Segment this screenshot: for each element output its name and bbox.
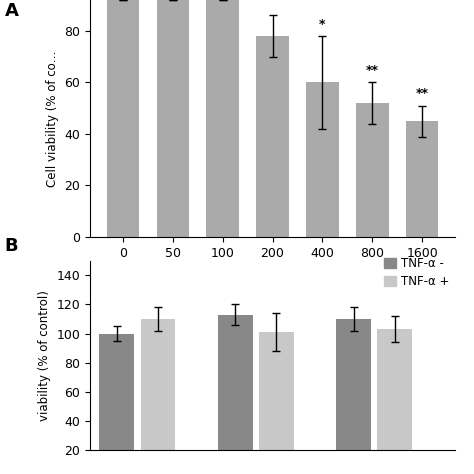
Bar [306, 82, 338, 237]
Bar [256, 36, 289, 237]
Bar [356, 103, 389, 237]
Bar [218, 315, 253, 474]
X-axis label: RJ (μg/mℓ): RJ (μg/mℓ) [229, 267, 316, 282]
Text: A: A [5, 2, 18, 20]
Text: B: B [5, 237, 18, 255]
Bar [259, 332, 294, 474]
Bar [336, 319, 371, 474]
Y-axis label: viability (% of control): viability (% of control) [38, 290, 51, 421]
Bar [140, 319, 175, 474]
Y-axis label: Cell viability (% of co…: Cell viability (% of co… [46, 50, 59, 187]
Text: *: * [319, 18, 326, 31]
Bar [377, 329, 412, 474]
Legend: TNF-α -, TNF-α +: TNF-α -, TNF-α + [384, 257, 449, 288]
Bar [107, 0, 139, 237]
Bar [207, 0, 239, 237]
Bar [406, 121, 438, 237]
Bar [156, 0, 189, 237]
Text: **: ** [366, 64, 379, 77]
Text: **: ** [416, 88, 429, 100]
Bar [100, 334, 134, 474]
